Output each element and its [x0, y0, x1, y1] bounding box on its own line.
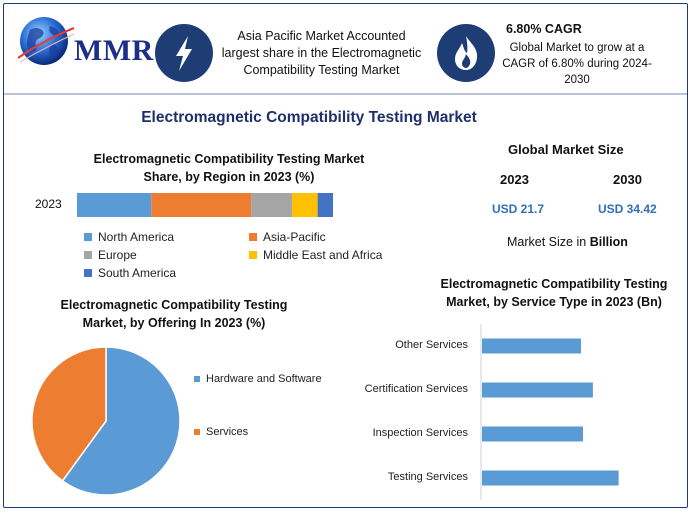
lightning-icon	[176, 36, 192, 71]
pie-slice-services	[31, 346, 107, 482]
swatch-asia-pacific	[249, 233, 257, 241]
region-chart-title: Electromagnetic Compatibility Testing Ma…	[64, 150, 394, 186]
cagr-line-3: 2030	[564, 74, 590, 86]
service-bar-certification-services	[482, 382, 593, 398]
pie-legend-services: Services	[194, 426, 248, 438]
service-title-line-1: Electromagnetic Compatibility Testing	[440, 277, 668, 291]
service-chart-title: Electromagnetic Compatibility Testing Ma…	[419, 275, 687, 311]
legend-middle-east-africa: Middle East and Africa	[249, 248, 382, 262]
region-title-line-2: Share, by Region in 2023 (%)	[143, 170, 315, 184]
logo: MMR	[14, 12, 153, 72]
service-bar-other-services	[482, 338, 581, 354]
region-line-1: Asia Pacific Market Accounted	[237, 29, 406, 43]
region-bar-segment-asia-pacific	[151, 193, 252, 217]
swatch-services	[194, 429, 200, 435]
flame-icon	[455, 36, 478, 70]
service-bar-testing-services	[482, 470, 619, 486]
legend-europe: Europe	[84, 248, 137, 262]
service-bar-inspection-services	[482, 426, 583, 442]
region-highlight: Asia Pacific Market Accounted largest sh…	[209, 28, 434, 79]
header-divider	[4, 93, 687, 95]
pie-slice-hardware-and-software	[61, 346, 181, 496]
service-label-inspection-services: Inspection Services	[372, 427, 468, 439]
swatch-europe	[84, 251, 92, 259]
offering-pie-chart	[31, 346, 181, 496]
region-bar-segment-north-america	[77, 193, 152, 217]
region-legend: North America Asia-Pacific Europe Middle…	[84, 230, 414, 286]
service-label-testing-services: Testing Services	[387, 471, 468, 483]
lightning-badge	[155, 24, 213, 82]
legend-south-america: South America	[84, 266, 176, 280]
globe-icon	[17, 17, 75, 65]
service-labels: Other Services Certification Services Insp…	[324, 324, 468, 500]
swatch-middle-east-africa	[249, 251, 257, 259]
legend-north-america: North America	[84, 230, 174, 244]
legend-asia-pacific: Asia-Pacific	[249, 230, 326, 244]
service-label-certification-services: Certification Services	[364, 383, 468, 395]
cagr-line-2: CAGR of 6.80% during 2024-	[502, 58, 652, 70]
infographic-frame: MMR Asia Pacific Market Accounted larges…	[3, 3, 688, 508]
service-label-other-services: Other Services	[395, 339, 468, 351]
swatch-south-america	[84, 269, 92, 277]
region-bar-segment-middle-east-and-africa	[292, 193, 318, 217]
cagr-line-1: Global Market to grow at a	[509, 42, 645, 54]
main-title: Electromagnetic Compatibility Testing Ma…	[141, 109, 477, 126]
market-size-unit: Market Size in Billion	[507, 235, 628, 249]
swatch-north-america	[84, 233, 92, 241]
flame-badge	[437, 24, 495, 82]
offering-title-line-1: Electromagnetic Compatibility Testing	[60, 298, 288, 312]
region-bar-segment-europe	[251, 193, 293, 217]
service-title-line-2: Market, by Service Type in 2023 (Bn)	[446, 295, 662, 309]
market-size-year-2023: 2023	[500, 172, 529, 187]
market-size-value-2023: USD 21.7	[492, 202, 545, 216]
region-line-3: Compatibility Testing Market	[243, 63, 400, 77]
service-bar-chart	[480, 324, 619, 500]
region-line-2: largest share in the Electromagnetic	[221, 46, 422, 60]
swatch-hardware-software	[194, 376, 200, 382]
market-size-value-2030: USD 34.42	[598, 202, 657, 216]
brand-name: MMR	[74, 34, 154, 67]
region-stacked-bar	[77, 193, 333, 217]
offering-chart-title: Electromagnetic Compatibility Testing Ma…	[34, 296, 314, 332]
offering-title-line-2: Market, by Offering In 2023 (%)	[82, 316, 266, 330]
cagr-description: Global Market to grow at a CAGR of 6.80%…	[492, 40, 662, 88]
region-bar-year: 2023	[35, 197, 62, 211]
market-size-title: Global Market Size	[508, 142, 624, 157]
cagr-title: 6.80% CAGR	[506, 22, 582, 36]
market-size-year-2030: 2030	[613, 172, 642, 187]
pie-legend-hardware-software: Hardware and Software	[194, 373, 322, 385]
region-title-line-1: Electromagnetic Compatibility Testing Ma…	[93, 152, 365, 166]
region-bar-segment-south-america	[317, 193, 333, 217]
